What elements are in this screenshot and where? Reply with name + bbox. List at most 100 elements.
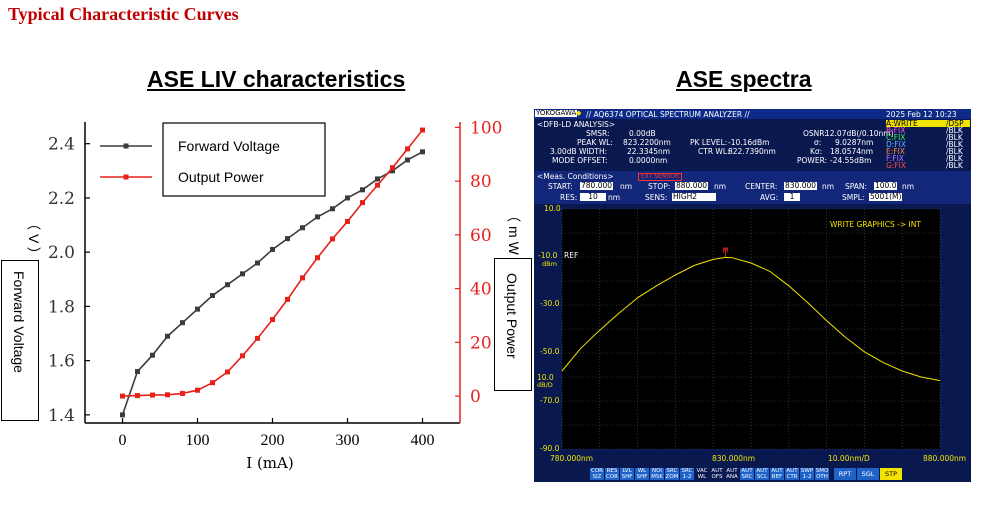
y-tick-label: 2.0 [48,243,75,263]
func-key[interactable]: SRC ZOM [665,468,679,480]
ctr-wl-label: CTR WL: [698,147,730,156]
sigma-value: 9.0287nm [835,138,874,147]
center-value[interactable]: 830.000 [784,181,818,190]
y2-tick-label: 40 [470,280,492,300]
series-1-point [270,317,275,323]
func-key[interactable]: STP [880,468,902,480]
left-axis-label: Forward Voltage [11,271,27,373]
y-tick-label: 1.6 [48,352,75,372]
x-start-label: 780.000nm [550,454,594,463]
trace-b[interactable]: B:FIX/BLK [886,126,963,135]
x-tick-label: 300 [336,432,360,449]
func-key[interactable]: AUT OFS [710,468,724,480]
x-stop-label: 880.000nm [923,454,967,463]
series-0-point [150,352,155,358]
pk-level-label: PK LEVEL: [690,138,728,147]
width-label: 3.00dB WIDTH: [550,147,608,156]
x-tick-label: 400 [411,432,435,449]
function-key-bar: COR SIZ RES COR LVL SHF WL SHF NOI MSK SRC ZO… [534,465,971,482]
y-tick-label: 2.2 [48,189,75,209]
series-1-point [225,369,230,375]
stop-value[interactable]: 880.000 [675,181,709,190]
series-0-point [195,306,200,312]
spectrum-graph: M [561,208,941,450]
start-value[interactable]: 780.000 [580,181,614,190]
legend-marker [123,143,129,149]
liv-right-unit: （mW） [506,208,522,277]
liv-chart: 0 100 200 300 400 1.4 1.6 1.8 2.0 2.2 2.4 0 20 40 60 80… [48,118,503,472]
series-1-point [180,390,185,396]
osa-header-title: // AQ6374 OPTICAL SPECTRUM ANALYZER // [586,110,750,119]
series-0-point [255,260,260,266]
series-0-point [405,157,410,163]
func-key[interactable]: RPT [834,468,856,480]
scale-unit: dB/D [537,381,553,389]
func-key[interactable]: AUT SCL [755,468,769,480]
trace-f[interactable]: F:FIX/BLK [886,154,963,163]
osnr-label: OSNR: [803,129,827,138]
pk-level-value: -10.16dBm [728,138,770,147]
smsr-value: 0.00dB [629,129,656,138]
series-1-point [375,182,380,188]
series-1-point [405,146,410,152]
power-value: -24.55dBm [830,156,872,165]
spectra-chart-title: ASE spectra [676,66,812,92]
func-key[interactable]: RES COR [605,468,619,480]
series-1-point [240,353,245,359]
avg-value[interactable]: 1 [784,193,800,201]
series-0-point [285,236,290,242]
series-1-point [330,236,335,242]
right-axis-label: Output Power [504,273,520,359]
start-unit: nm [620,182,633,191]
stop-unit: nm [714,182,727,191]
trace-a[interactable]: A:WRITE/DSP [886,120,970,127]
res-value[interactable]: 10 [580,193,606,201]
func-key[interactable]: LVL SHF [620,468,634,480]
x-tick-label: 0 [119,432,127,449]
span-value[interactable]: 100.0 [874,181,898,190]
page-heading: Typical Characteristic Curves [8,4,239,24]
trace-c[interactable]: C:FIX/BLK [886,133,963,142]
func-key[interactable]: WL SHF [635,468,649,480]
brand-logo: YOKOGAWA [535,109,578,117]
peak-wl-label: PEAK WL: [577,138,613,147]
right-axis-label-box: Output Power [494,258,532,391]
smpl-label: SMPL: [842,193,865,202]
sens-value[interactable]: HIGH2 [672,193,716,201]
y-tick-label: 1.8 [48,297,75,317]
peak-marker: M [722,246,728,254]
series-0-point [165,333,170,339]
func-key[interactable]: VAC WL [695,468,709,480]
func-key[interactable]: AUT CTR [785,468,799,480]
y-ref-label: -10.0 [538,251,558,260]
liv-legend: Forward Voltage Output Power [100,122,326,197]
osa-header-bar [534,109,971,119]
trace-d[interactable]: D:FIX/BLK [886,140,963,149]
trace-g[interactable]: G:FIX/BLK [886,161,963,170]
x-div-label: 10.00nm/D [828,454,870,463]
func-key[interactable]: NOI MSK [650,468,664,480]
func-key[interactable]: SMO OTH [815,468,829,480]
smsr-label: SMSR: [586,129,610,138]
spectrum-trace [561,256,941,382]
func-key[interactable]: AUT REF [770,468,784,480]
y2-tick-label: 100 [470,118,502,138]
avg-label: AVG: [760,193,779,202]
ctr-wl-value: 822.7390nm [728,147,776,156]
legend-label: Output Power [178,169,264,185]
trace-e[interactable]: E:FIX/BLK [886,147,963,156]
func-key[interactable]: SRC 1-2 [680,468,694,480]
func-key[interactable]: COR SIZ [590,468,604,480]
peak-wl-value: 823.2200nm [623,138,671,147]
func-key[interactable]: AUT ANA [725,468,739,480]
left-axis-label-box: Forward Voltage [1,260,39,421]
func-key[interactable]: SWP 1-2 [800,468,814,480]
ref-tag: REF [564,251,579,260]
start-label: START: [548,182,573,191]
series-1-point [360,200,365,206]
series-0-point [345,195,350,201]
func-key[interactable]: AUT SRC [740,468,754,480]
smpl-value[interactable]: 5001(M) [869,192,903,201]
func-key[interactable]: SGL [857,468,879,480]
stop-label: STOP: [648,182,671,191]
